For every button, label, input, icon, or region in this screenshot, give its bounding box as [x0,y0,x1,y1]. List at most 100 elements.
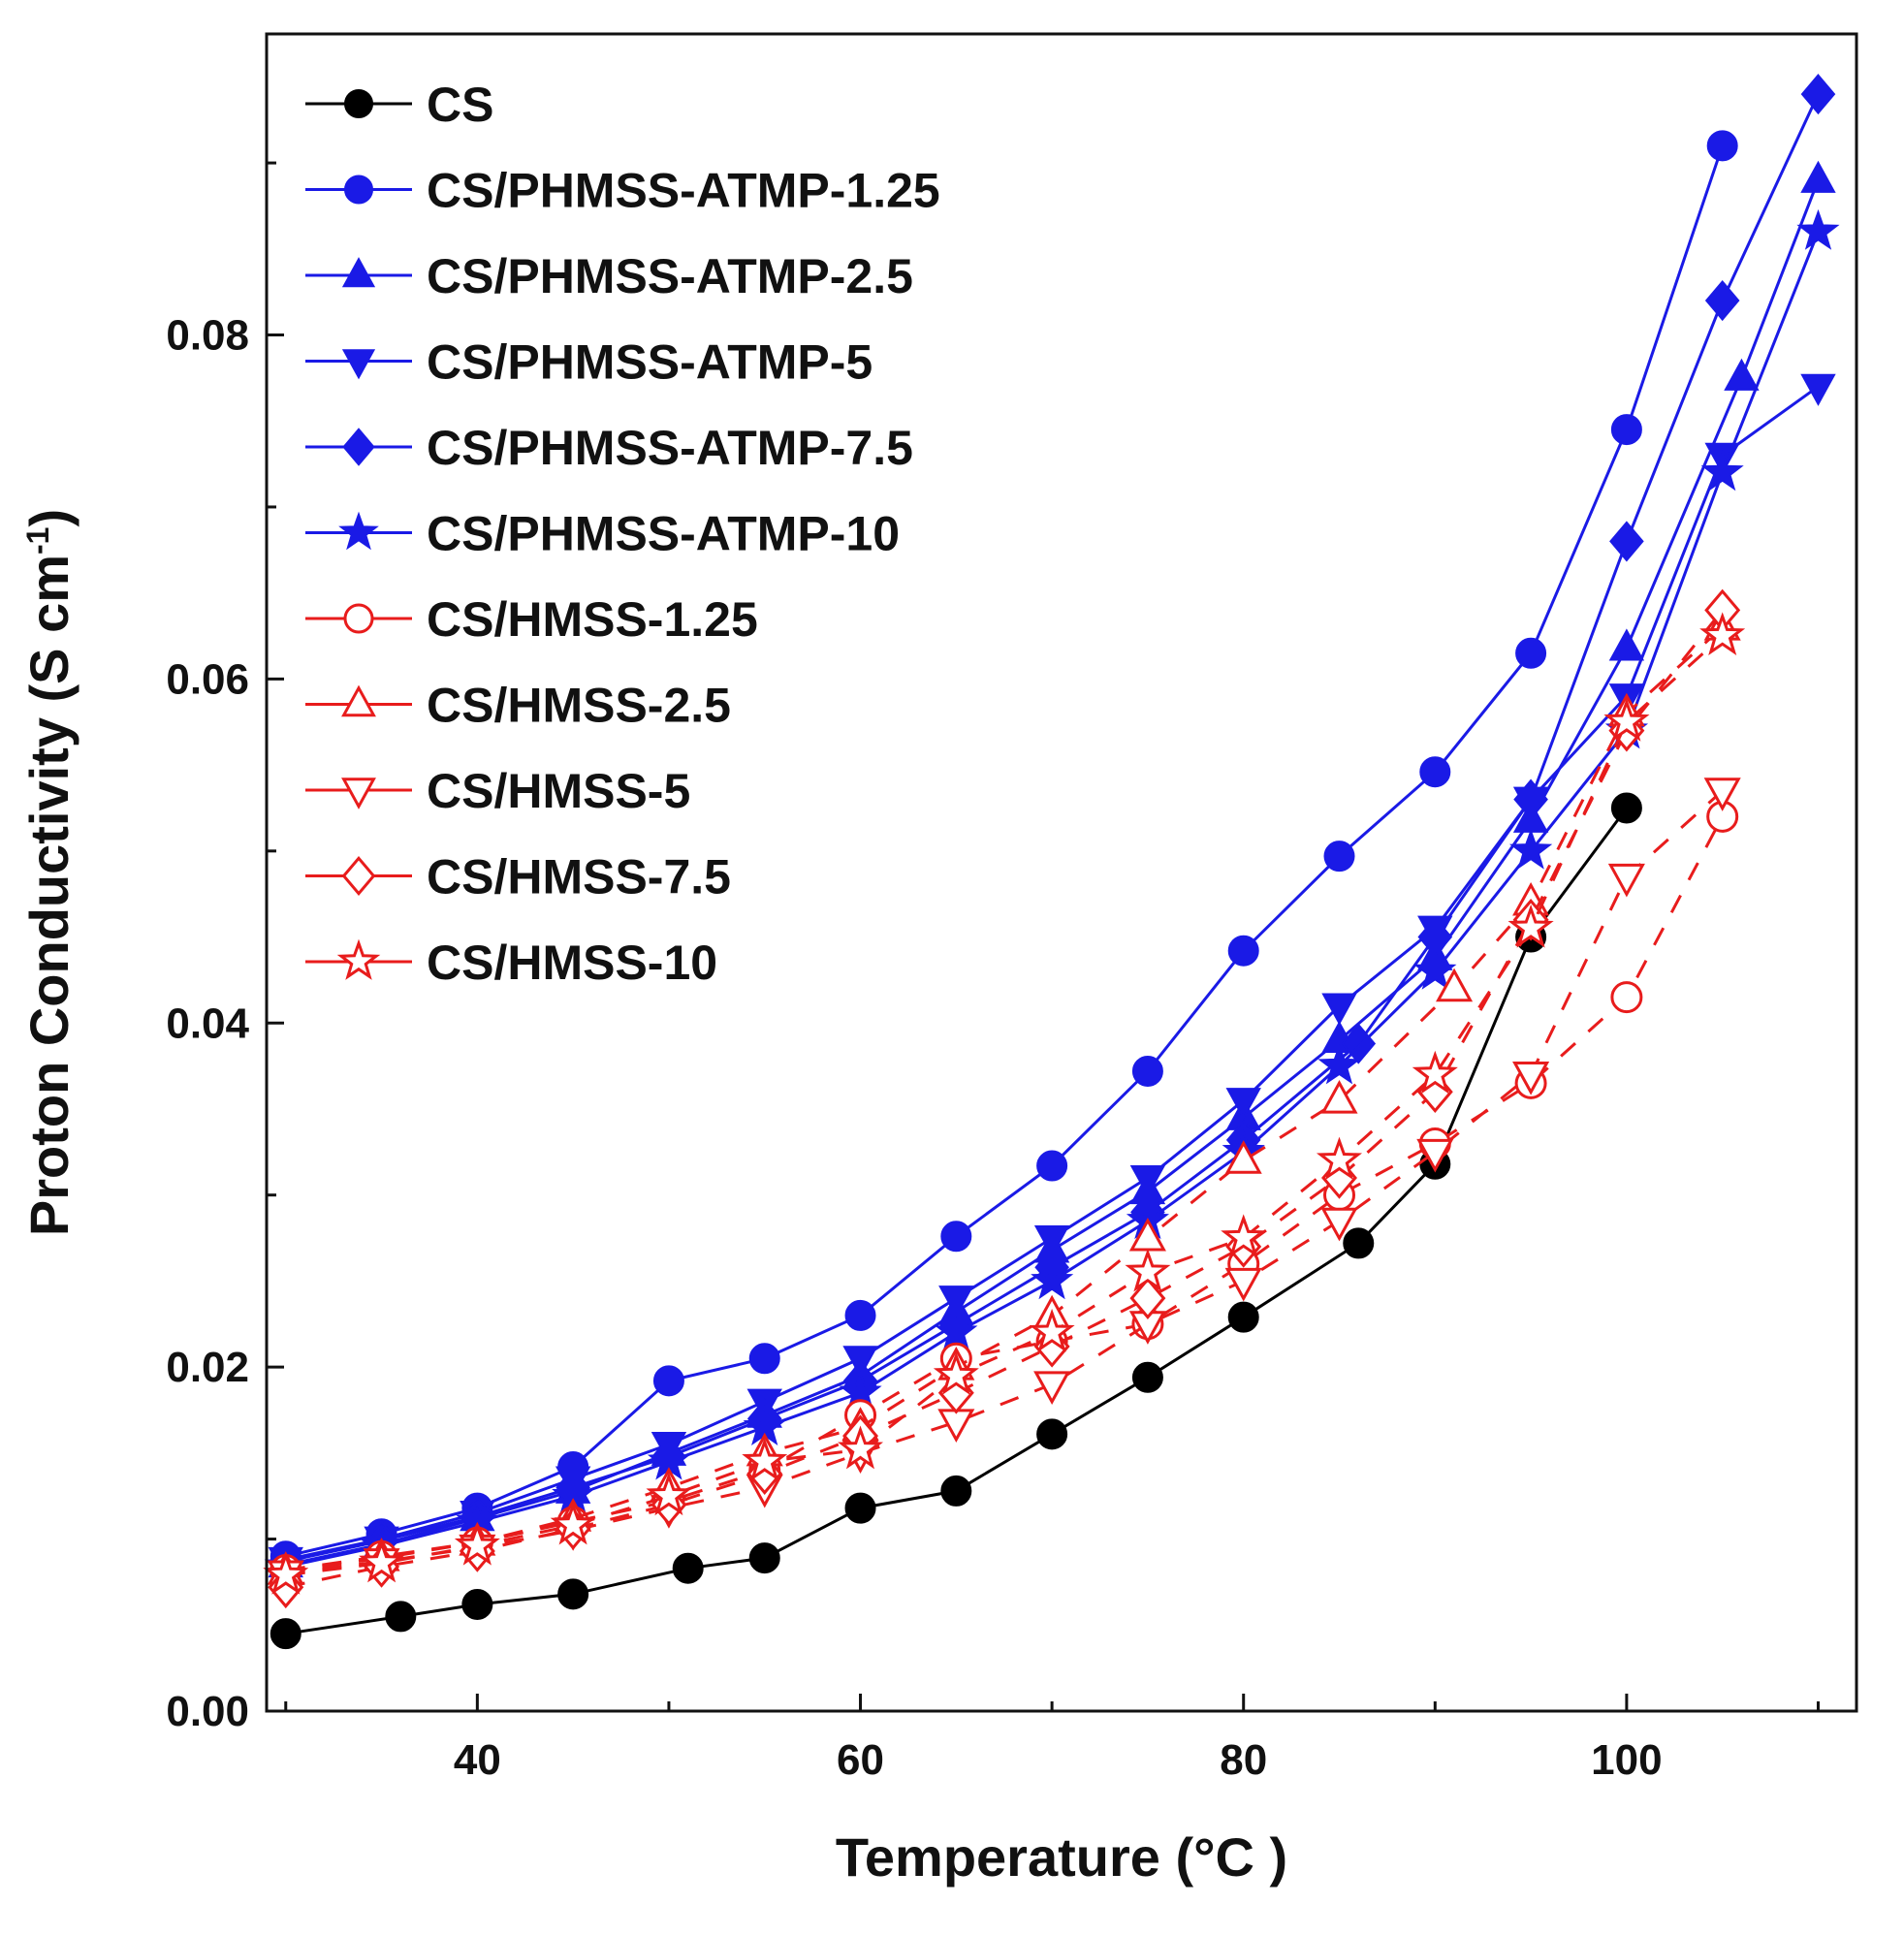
data-point [270,1618,301,1650]
data-point [1036,1150,1068,1182]
data-point [1227,1301,1259,1333]
y-axis-title-main: Proton Conductivity (S cm [18,555,79,1236]
data-point [933,1351,979,1396]
legend-item: CS/HMSS-1.25 [305,592,758,647]
data-point [1227,935,1259,967]
data-point [1129,1277,1166,1319]
data-point [1512,1061,1550,1095]
data-point [1416,1138,1454,1173]
data-point [1610,981,1643,1014]
legend-item: CS/PHMSS-ATMP-1.25 [305,164,940,218]
data-point [557,1578,589,1610]
data-point [1608,628,1645,661]
data-point [1033,1371,1071,1405]
data-point [1033,1225,1070,1258]
data-point [1036,1418,1068,1450]
legend-label: CS/HMSS-2.5 [427,679,731,733]
legend-label: CS/PHMSS-ATMP-10 [427,507,900,561]
legend-item: CS/PHMSS-ATMP-7.5 [305,421,913,475]
data-point [1800,160,1836,193]
data-point [1316,1136,1363,1181]
data-point [1317,1043,1361,1085]
data-point [1224,1267,1262,1302]
series-0 [270,792,1642,1650]
data-point [1419,756,1451,788]
data-point [1221,1214,1267,1258]
data-point [1706,130,1738,162]
data-point [1508,828,1553,870]
data-point [1436,968,1474,1002]
legend-item: CS/PHMSS-ATMP-10 [305,507,900,561]
y-tick-label: 0.08 [166,312,249,360]
x-tick-label: 80 [1220,1736,1267,1784]
data-point [1029,1308,1075,1352]
data-point [940,1221,972,1253]
data-point [1610,792,1642,824]
legend-marker [343,603,374,634]
data-point [748,1343,780,1375]
data-point [1699,612,1746,656]
series-layer [263,74,1840,1650]
data-point [748,1542,780,1574]
tick-labels: 0.00 0.02 0.04 0.06 0.08 40 60 80 100 [166,312,1662,1784]
data-point [385,1601,417,1633]
legend-marker [344,89,373,118]
data-point [550,1501,596,1545]
series-line [285,609,1724,1589]
data-point [1603,698,1650,742]
data-point [1703,778,1741,811]
legend-label: CS/HMSS-10 [427,936,717,990]
y-axis-title: Proton Conductivity (S cm-1) [18,509,79,1236]
data-point [1610,414,1642,446]
tick-marks [267,161,1820,1713]
data-point [1507,904,1554,948]
legend-label: CS/HMSS-1.25 [427,592,758,647]
x-tick-label: 60 [837,1736,884,1784]
x-tick-label: 40 [454,1736,501,1784]
legend-item: CS/HMSS-10 [305,936,717,990]
data-point [742,1438,788,1481]
legend: CS CS/PHMSS-ATMP-1.25 CS/PHMSS-ATMP-2.5 CS/… [305,78,940,990]
data-point [844,1299,876,1331]
data-point [1413,948,1457,990]
legend-marker [344,175,373,205]
legend-marker [338,511,379,551]
series-10 [263,612,1746,1595]
data-point [1704,279,1740,322]
data-point [1800,74,1836,115]
x-axis-title: Temperature (°C ) [836,1826,1287,1888]
y-tick-label: 0.00 [166,1688,249,1735]
data-point [646,1472,692,1516]
legend-marker [341,257,376,288]
data-point [940,1475,972,1507]
data-point [1131,1361,1163,1393]
legend-marker [341,349,376,380]
y-axis-title-exponent: -1 [20,527,55,555]
data-point [1800,373,1836,406]
data-point [1796,208,1840,250]
data-point [1412,1050,1458,1095]
legend-label: CS/PHMSS-ATMP-5 [427,335,873,390]
legend-label: CS/PHMSS-ATMP-1.25 [427,164,940,218]
data-point [1724,358,1760,391]
y-tick-label: 0.04 [166,1000,249,1047]
data-point [844,1492,876,1524]
legend-marker [341,778,376,809]
data-point [938,1285,974,1318]
legend-item: CS/PHMSS-ATMP-5 [305,335,873,390]
data-point [1125,1248,1171,1292]
series-line [285,634,1724,1577]
data-point [1129,1164,1166,1198]
legend-marker [342,428,375,466]
data-point [1323,841,1355,873]
legend-item: CS [305,78,493,132]
data-point [1343,1227,1375,1259]
data-point [1609,521,1644,562]
legend-label: CS [427,78,493,132]
legend-marker [341,855,376,897]
data-point [1225,1088,1261,1121]
series-line [285,144,1725,1558]
data-point [461,1588,493,1620]
data-point [454,1521,500,1566]
x-tick-label: 100 [1591,1736,1662,1784]
